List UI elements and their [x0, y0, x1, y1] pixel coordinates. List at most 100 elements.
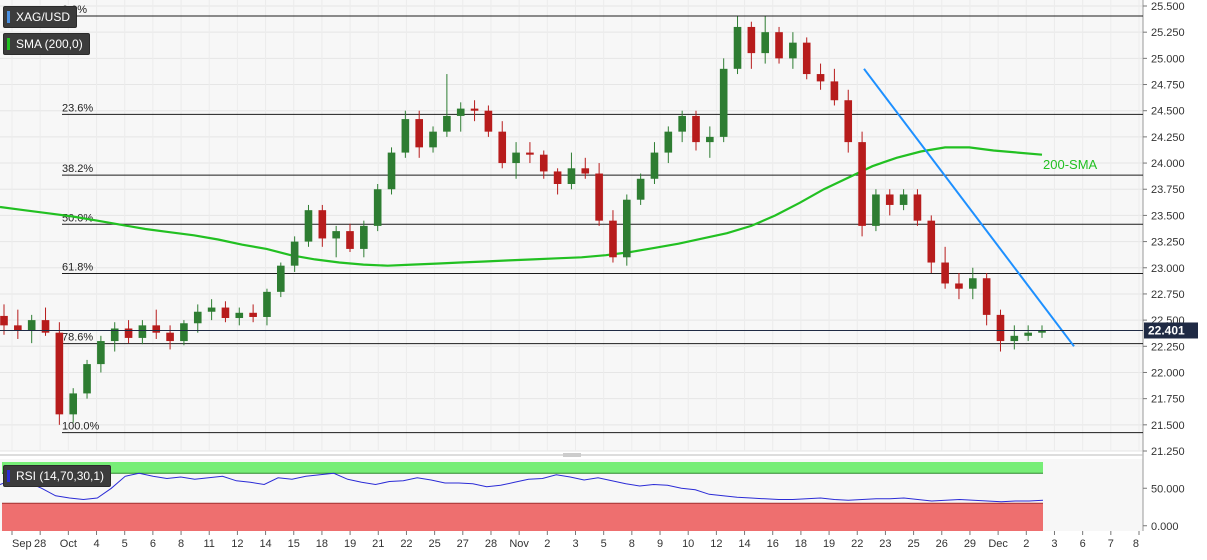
x-tick-label: 22 — [851, 538, 863, 550]
candle-body — [789, 42, 797, 59]
y-tick-label: 23.500 — [1151, 210, 1185, 222]
candle-body — [567, 168, 576, 184]
y-tick-label: 24.500 — [1151, 106, 1185, 118]
candle-body — [830, 81, 839, 101]
candle-body — [733, 26, 742, 69]
x-tick-label: 6 — [1080, 538, 1086, 550]
last-price-label: 22.401 — [1148, 323, 1185, 337]
candle-body — [1024, 332, 1032, 336]
y-tick-label: 21.750 — [1151, 394, 1185, 406]
rsi-line — [0, 472, 1044, 503]
symbol-legend: XAG/USD — [3, 6, 78, 28]
candle-body — [387, 152, 396, 190]
candle-body — [166, 332, 174, 342]
x-tick-label: Oct — [60, 538, 77, 550]
gridlines — [0, 0, 1144, 531]
x-tick-label: 7 — [1108, 538, 1114, 550]
candle-body — [595, 173, 603, 221]
candle-body — [581, 168, 590, 174]
x-tick-label: 14 — [259, 538, 271, 550]
candle-body — [276, 265, 285, 292]
x-tick-label: 26 — [936, 538, 948, 550]
candle-body — [401, 119, 410, 153]
fib-level-label: 100.0% — [62, 421, 100, 433]
candle-body — [263, 291, 271, 317]
candle-body — [664, 131, 673, 153]
candle-body — [512, 152, 520, 164]
rsi-panel: 0.000 50.000 — [0, 462, 1185, 533]
candle-body — [650, 152, 659, 179]
candle-body — [152, 325, 161, 333]
candle-body — [249, 312, 257, 317]
candle-body — [180, 323, 188, 342]
candle-body — [622, 199, 631, 258]
x-tick-label: 25 — [907, 538, 919, 550]
candle-body — [470, 108, 479, 111]
candle-body — [55, 332, 64, 415]
fibonacci-levels: 0.0%23.6%38.2%50.0%61.8%78.6%100.0% — [62, 4, 1143, 434]
candle-body — [429, 131, 437, 148]
x-tick-label: 18 — [316, 538, 328, 550]
candle-body — [761, 32, 770, 54]
candle-body — [138, 325, 147, 338]
candle-body — [304, 210, 313, 242]
candle-body — [609, 220, 617, 258]
x-axis: Sep 28 Oct 4 5 6 8 11 12 14 15 18 19 21 22 25 27 28 Nov 2 3 5… — [11, 531, 1140, 550]
candle-body — [982, 278, 991, 315]
x-tick-label: 14 — [738, 538, 750, 550]
x-tick-label: Sep — [12, 538, 32, 550]
candle-body — [1010, 335, 1019, 342]
candles — [0, 16, 1046, 425]
x-tick-label: 9 — [657, 538, 663, 550]
candle-body — [678, 115, 686, 132]
rsi-indicator-label: RSI (14,70,30,1) — [16, 469, 105, 483]
x-tick-label: Nov — [509, 538, 529, 550]
candle-body — [360, 225, 368, 249]
sma-legend: SMA (200,0) — [3, 33, 90, 55]
candle-body — [927, 220, 936, 263]
y-tick-label: 24.250 — [1151, 132, 1185, 144]
sma-swatch-icon — [7, 38, 10, 50]
candle-body — [706, 136, 714, 143]
x-tick-label: 2 — [1023, 538, 1029, 550]
x-tick-label: Dec — [988, 538, 1008, 550]
candle-body — [69, 393, 78, 415]
rsi-tick-label: 0.000 — [1151, 521, 1179, 533]
rsi-tick-label: 50.000 — [1151, 483, 1185, 495]
x-tick-label: 19 — [344, 538, 356, 550]
x-tick-label: 29 — [964, 538, 976, 550]
x-tick-label: 8 — [178, 538, 184, 550]
y-tick-label: 24.750 — [1151, 80, 1185, 92]
rsi-swatch-icon — [7, 470, 10, 482]
x-tick-label: 3 — [572, 538, 578, 550]
y-tick-label: 21.250 — [1151, 446, 1185, 458]
candle-body — [802, 42, 811, 75]
sma-line-label: 200-SMA — [1043, 157, 1098, 172]
x-tick-label: 10 — [682, 538, 694, 550]
sma-line — [0, 146, 1043, 267]
rsi-legend: RSI (14,70,30,1) — [3, 465, 112, 487]
candle-body — [110, 328, 119, 342]
rsi-oversold-zone — [2, 503, 1043, 531]
y-tick-label: 23.000 — [1151, 263, 1185, 275]
x-tick-label: 5 — [122, 538, 128, 550]
y-tick-label: 22.750 — [1151, 289, 1185, 301]
candle-body — [885, 194, 894, 205]
trendline-group — [863, 68, 1075, 347]
candle-body — [346, 231, 354, 249]
candle-body — [97, 341, 105, 365]
x-tick-label: 12 — [231, 538, 243, 550]
y-tick-label: 23.250 — [1151, 237, 1185, 249]
y-tick-label: 24.000 — [1151, 158, 1185, 170]
symbol-label: XAG/USD — [16, 10, 71, 24]
x-tick-label: 16 — [767, 538, 779, 550]
price-panel-bg — [0, 0, 1143, 451]
candle-body — [692, 115, 700, 143]
candle-body — [553, 171, 562, 184]
candle-body — [83, 364, 91, 394]
candle-body — [858, 142, 866, 226]
y-tick-label: 21.500 — [1151, 420, 1185, 432]
candle-body — [872, 194, 880, 226]
panel-resize-handle — [563, 453, 581, 457]
